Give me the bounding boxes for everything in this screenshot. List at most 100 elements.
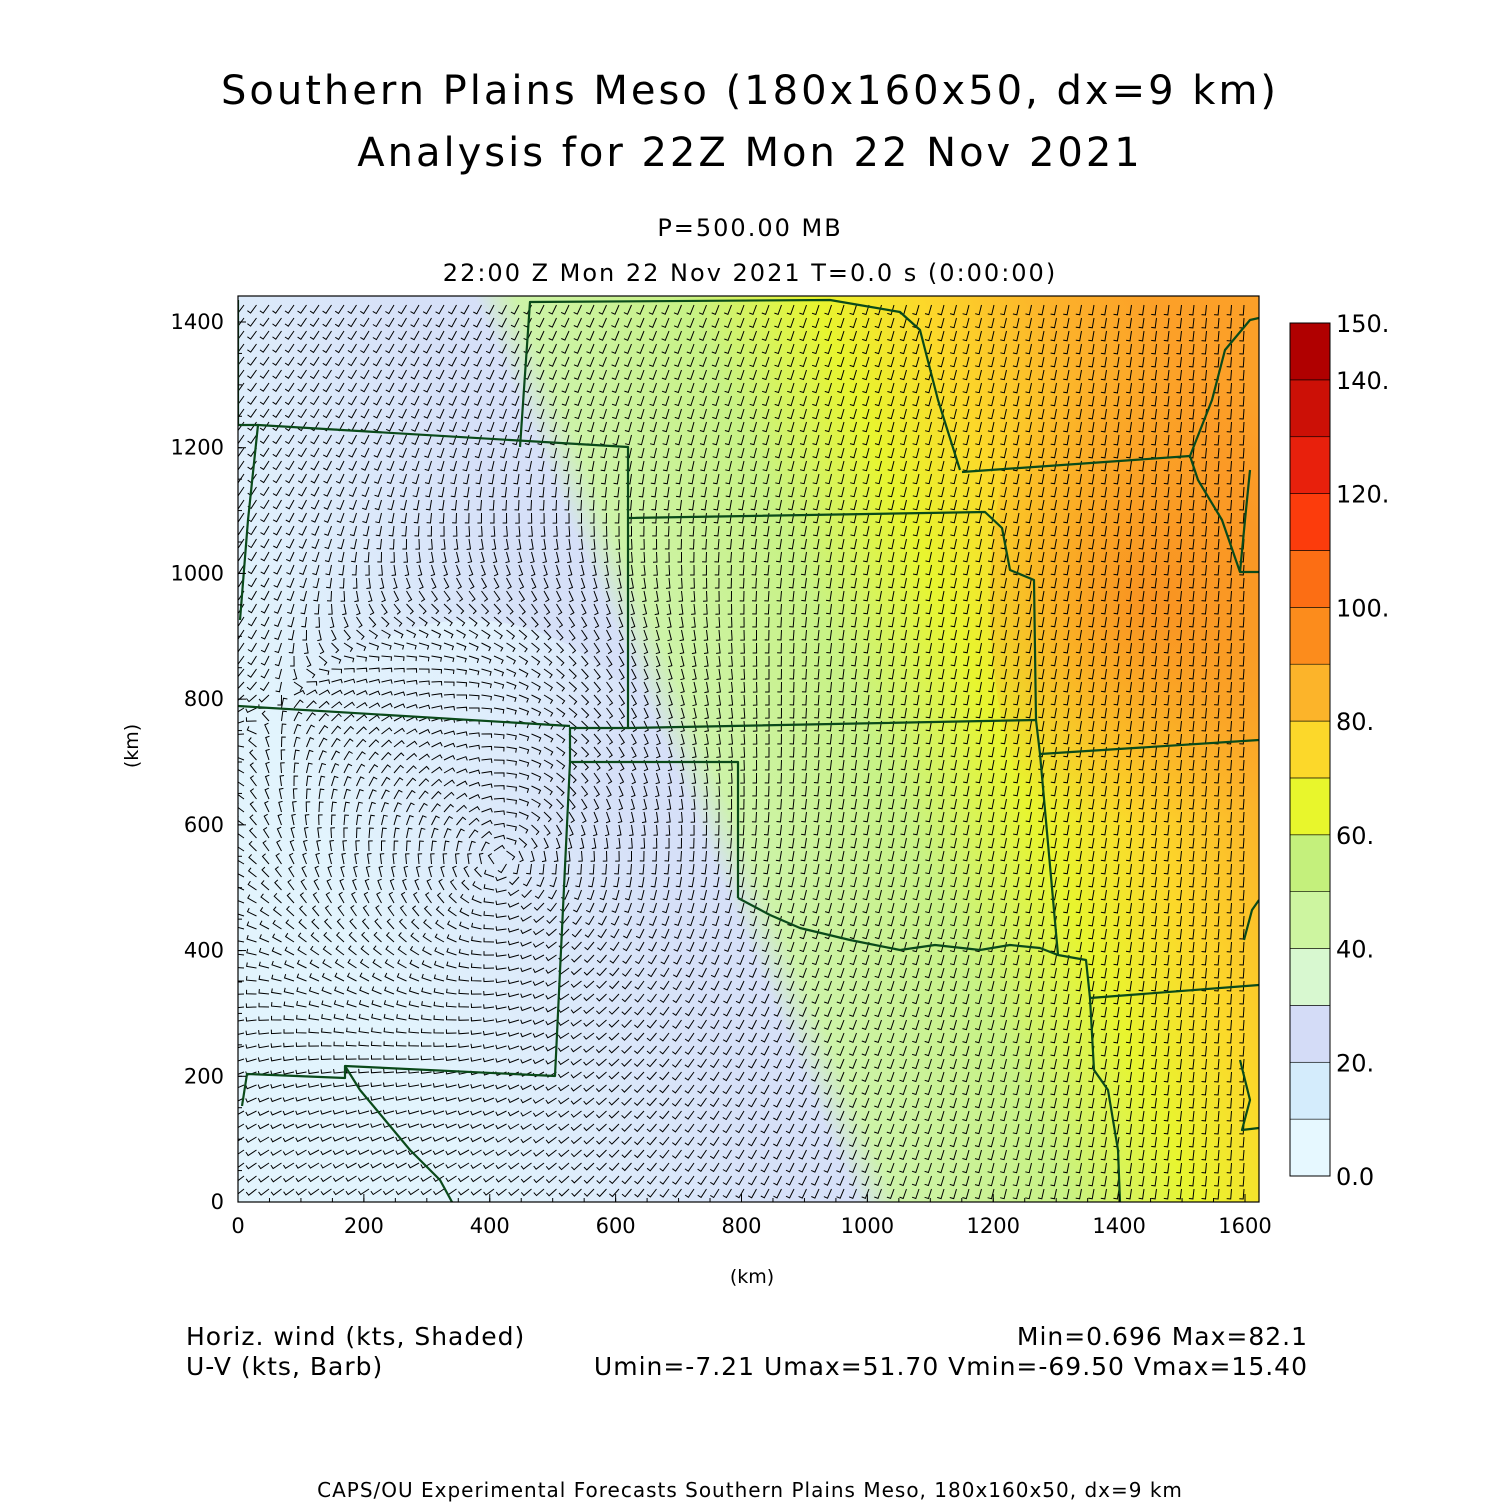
wind-barb bbox=[1239, 486, 1245, 498]
wind-barb bbox=[1063, 694, 1070, 706]
wind-barb bbox=[688, 486, 695, 498]
wind-barb bbox=[323, 512, 332, 523]
wind-barb bbox=[346, 1013, 357, 1021]
wind-barb bbox=[836, 967, 845, 979]
wind-barb bbox=[1025, 850, 1032, 862]
wind-barb bbox=[725, 876, 732, 888]
wind-barb bbox=[368, 801, 376, 813]
wind-barb bbox=[949, 369, 957, 381]
wind-barb bbox=[838, 733, 845, 745]
wind-barb bbox=[1201, 577, 1207, 589]
wind-barb bbox=[273, 538, 282, 549]
wind-barb bbox=[837, 850, 845, 862]
wind-barb bbox=[1000, 343, 1007, 355]
wind-barb bbox=[304, 642, 309, 654]
wind-barb bbox=[286, 590, 295, 602]
wind-barb bbox=[887, 369, 895, 381]
wind-barb bbox=[348, 460, 357, 471]
wind-barb bbox=[273, 577, 282, 588]
wind-barb bbox=[412, 473, 420, 485]
wind-barb bbox=[418, 692, 431, 698]
wind-barb bbox=[686, 369, 695, 381]
wind-barb bbox=[1113, 954, 1120, 966]
wind-barb bbox=[262, 826, 270, 839]
wind-barb bbox=[598, 304, 607, 315]
wind-barb bbox=[1012, 980, 1020, 992]
wind-barb bbox=[326, 878, 332, 891]
wind-barb bbox=[1151, 421, 1157, 433]
wind-barb bbox=[825, 486, 832, 498]
wind-barb bbox=[1075, 681, 1082, 693]
wind-barb bbox=[464, 512, 470, 524]
wind-barb bbox=[1000, 1058, 1007, 1070]
wind-barb bbox=[987, 525, 995, 537]
wind-barb bbox=[736, 941, 745, 953]
wind-barb bbox=[456, 816, 467, 826]
wind-barb bbox=[270, 1084, 282, 1089]
wind-barb bbox=[692, 720, 697, 733]
wind-barb bbox=[888, 759, 895, 771]
wind-barb bbox=[750, 876, 757, 888]
wind-barb bbox=[911, 1071, 920, 1083]
wind-barb bbox=[458, 935, 470, 943]
wind-barb bbox=[495, 1018, 507, 1023]
wind-barb bbox=[265, 735, 270, 748]
wind-barb bbox=[774, 317, 782, 329]
wind-barb bbox=[331, 713, 342, 722]
wind-barb bbox=[711, 343, 720, 355]
wind-barbs-layer bbox=[238, 304, 1245, 1200]
wind-barb bbox=[799, 408, 807, 420]
wind-barb bbox=[689, 538, 695, 550]
wind-barb bbox=[662, 421, 670, 433]
wind-barb bbox=[461, 382, 470, 393]
wind-barb bbox=[581, 785, 589, 797]
wind-barb bbox=[554, 538, 559, 550]
wind-barb bbox=[608, 993, 620, 1003]
wind-barb bbox=[272, 382, 282, 393]
wind-barb bbox=[513, 473, 520, 485]
wind-barb bbox=[631, 707, 638, 720]
wind-barb bbox=[568, 811, 575, 824]
wind-barb bbox=[911, 1084, 920, 1096]
wind-barb bbox=[1037, 330, 1045, 342]
wind-barb bbox=[505, 551, 510, 564]
wind-barb bbox=[481, 590, 489, 602]
wind-barb bbox=[503, 525, 508, 537]
wind-barb bbox=[862, 434, 870, 446]
wind-barb bbox=[432, 1096, 445, 1102]
wind-barb bbox=[1050, 421, 1057, 433]
wind-barb bbox=[674, 915, 682, 927]
wind-barb bbox=[1226, 772, 1232, 784]
wind-barb bbox=[1214, 668, 1220, 680]
wind-barb bbox=[1201, 590, 1207, 602]
wind-barb bbox=[764, 785, 770, 797]
wind-barb bbox=[545, 1032, 557, 1039]
wind-barb bbox=[736, 343, 745, 355]
wind-barb bbox=[1138, 1045, 1145, 1057]
wind-barb bbox=[297, 434, 307, 445]
wind-barb bbox=[495, 900, 507, 906]
wind-barb bbox=[1201, 421, 1207, 433]
wind-barb bbox=[1088, 382, 1095, 394]
wind-barb bbox=[850, 564, 857, 576]
wind-barb bbox=[331, 763, 340, 774]
wind-barb bbox=[356, 690, 368, 696]
wind-barb bbox=[1151, 824, 1157, 836]
wind-barb bbox=[562, 447, 570, 459]
wind-barb bbox=[309, 959, 320, 969]
wind-barb bbox=[629, 824, 634, 836]
wind-barb bbox=[1163, 707, 1170, 719]
wind-barb bbox=[974, 1006, 982, 1018]
wind-barb bbox=[338, 891, 345, 904]
wind-barb bbox=[395, 1082, 407, 1088]
wind-barb bbox=[611, 317, 620, 328]
wind-barb bbox=[888, 681, 895, 693]
wind-barb bbox=[799, 304, 807, 316]
wind-barb bbox=[937, 538, 945, 550]
wind-barb bbox=[548, 304, 557, 315]
wind-barb bbox=[445, 1002, 457, 1008]
wind-barb bbox=[481, 642, 492, 652]
wind-barb bbox=[238, 777, 245, 787]
wind-barb bbox=[1126, 473, 1132, 485]
wind-barb bbox=[456, 590, 464, 602]
